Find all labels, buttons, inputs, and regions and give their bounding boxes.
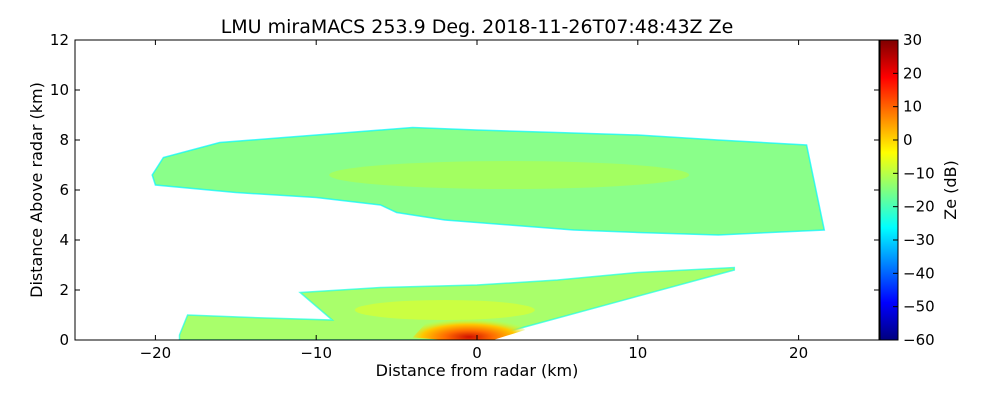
- x-tick-label: 0: [472, 344, 482, 362]
- region-upper-core-band: [329, 161, 690, 189]
- colorbar-tick-label: 20: [903, 64, 922, 82]
- colorbar-tick-label: −30: [903, 231, 935, 249]
- x-tick-label: 10: [628, 344, 647, 362]
- y-tick-label: 12: [50, 31, 69, 49]
- y-tick-label: 10: [50, 81, 69, 99]
- x-tick-label: 20: [789, 344, 808, 362]
- y-tick-label: 0: [59, 331, 69, 349]
- data-regions: [151, 126, 826, 340]
- x-axis-label: Distance from radar (km): [376, 361, 579, 380]
- colorbar-tick-label: 30: [903, 31, 922, 49]
- x-axis: −20 −10 0 10 20: [140, 40, 808, 362]
- colorbar-tick-label: −50: [903, 298, 935, 316]
- colorbar-tick-label: 0: [903, 131, 913, 149]
- y-tick-label: 2: [59, 281, 69, 299]
- colorbar: [879, 39, 899, 341]
- y-tick-label: 8: [59, 131, 69, 149]
- y-axis: 0 2 4 6 8 10 12: [50, 31, 879, 349]
- colorbar-axis: 30 20 10 0 −10 −20 −30 −40 −50 −60: [893, 31, 935, 349]
- x-tick-label: −10: [300, 344, 332, 362]
- colorbar-tick-label: −60: [903, 331, 935, 349]
- chart-title: LMU miraMACS 253.9 Deg. 2018-11-26T07:48…: [221, 16, 734, 38]
- colorbar-tick-label: −10: [903, 164, 935, 182]
- colorbar-tick-label: −20: [903, 198, 935, 216]
- colorbar-tick-label: −40: [903, 264, 935, 282]
- region-lower-core-band: [354, 300, 535, 320]
- x-tick-label: −20: [140, 344, 172, 362]
- colorbar-label: Ze (dB): [941, 160, 960, 220]
- colorbar-tick-label: 10: [903, 98, 922, 116]
- y-tick-label: 6: [59, 181, 69, 199]
- y-axis-label: Distance Above radar (km): [27, 82, 46, 298]
- y-tick-label: 4: [59, 231, 69, 249]
